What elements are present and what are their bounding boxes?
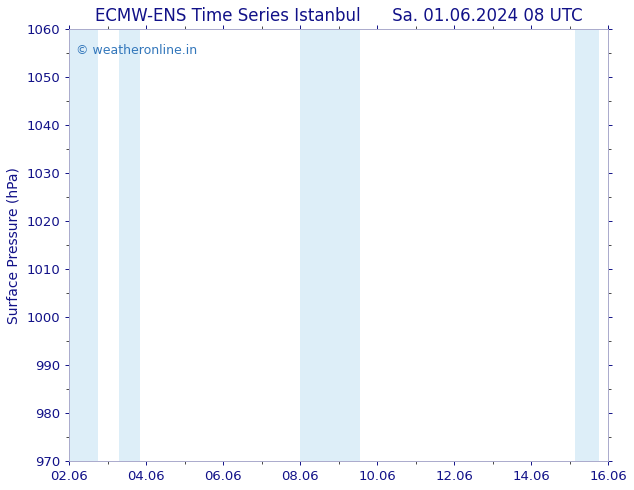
Bar [119,29,141,461]
Bar [576,29,598,461]
Bar [301,29,360,461]
Title: ECMW-ENS Time Series Istanbul      Sa. 01.06.2024 08 UTC: ECMW-ENS Time Series Istanbul Sa. 01.06.… [95,7,583,25]
Y-axis label: Surface Pressure (hPa): Surface Pressure (hPa) [7,167,21,323]
Bar [614,29,628,461]
Text: © weatheronline.in: © weatheronline.in [75,45,197,57]
Bar [69,29,98,461]
